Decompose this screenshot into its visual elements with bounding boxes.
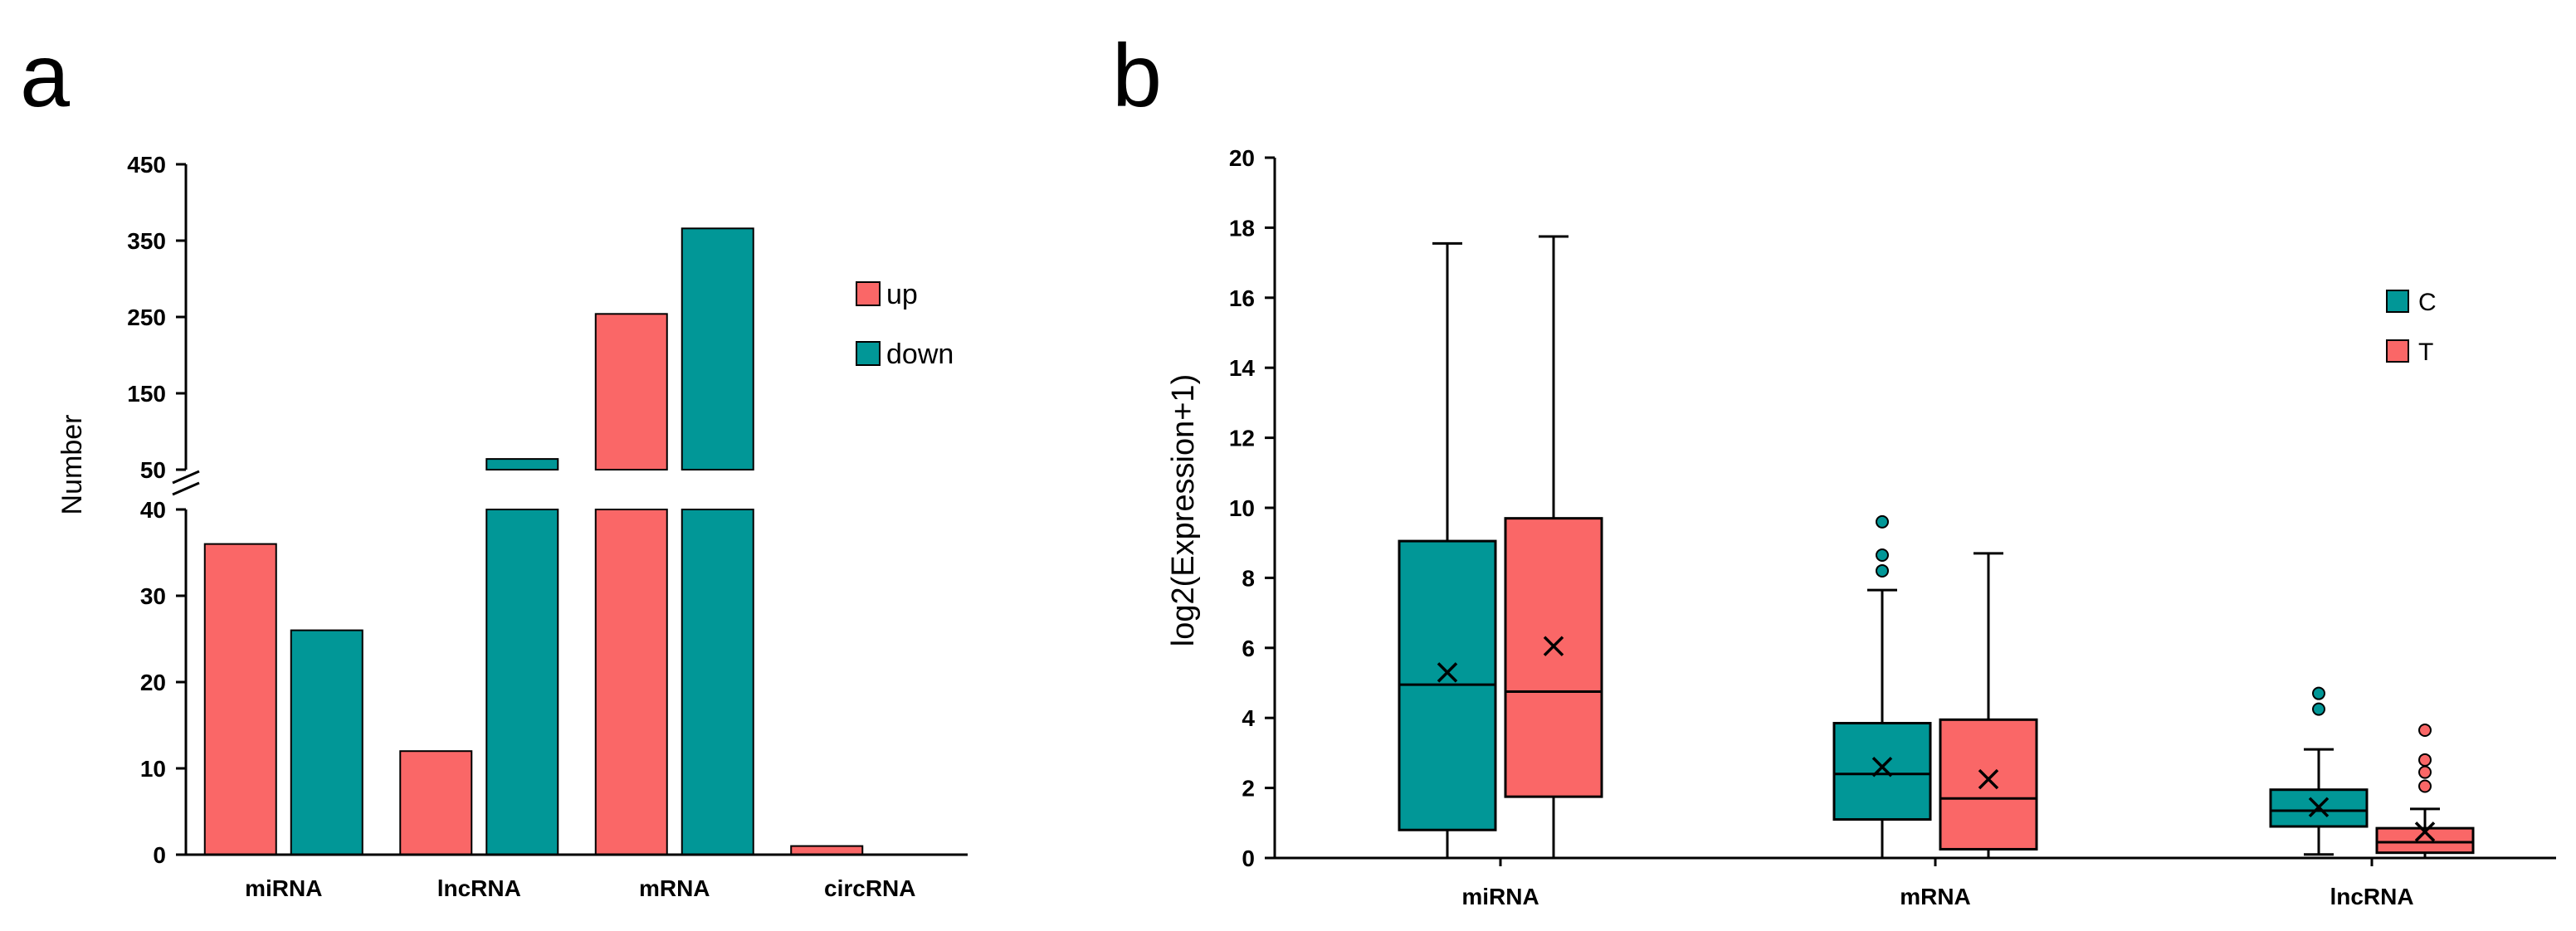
y-tick-label: 4	[1242, 705, 1255, 731]
panel-a-axes	[172, 163, 968, 856]
y-tick-label: 10	[1229, 495, 1255, 521]
y-tick-label: 450	[127, 152, 166, 178]
bar-down-mrna-upper	[681, 227, 754, 470]
bar-up-mirna	[203, 543, 277, 855]
box-mrna-C-mean-marker	[1871, 757, 1893, 777]
y-tick-label: 12	[1229, 426, 1255, 451]
bar-up-lncrna	[399, 750, 473, 856]
legend-label-up: up	[886, 279, 918, 310]
box-mirna-C-mean-marker	[1437, 662, 1458, 683]
bar-up-mrna-upper	[594, 313, 668, 470]
box-mrna-T	[1939, 552, 2038, 858]
x-category-label: mRNA	[639, 875, 710, 901]
box-mirna-T-mean-marker	[1543, 636, 1564, 656]
box-mrna-C-outlier	[1876, 548, 1889, 562]
box-mrna-C	[1832, 514, 1932, 858]
legend-swatch-T	[2386, 339, 2409, 363]
bar-down-lncrna	[485, 458, 559, 855]
box-lncrna-C	[2269, 686, 2369, 856]
x-category-label: miRNA	[1461, 884, 1539, 909]
x-category-label: circRNA	[824, 875, 915, 901]
box-mrna-T-iqr	[1939, 718, 2038, 851]
panel-b-y-axis-label: log2(Expression+1)	[1166, 374, 1201, 646]
y-tick-label: 20	[1229, 145, 1255, 171]
box-lncrna-C-outlier	[2312, 686, 2325, 700]
box-lncrna-T-outlier	[2418, 779, 2432, 793]
x-category-label: miRNA	[245, 875, 322, 901]
y-tick-label: 10	[140, 756, 166, 782]
y-tick-label: 150	[127, 381, 166, 407]
box-lncrna-T-outlier	[2418, 753, 2432, 767]
box-mrna-C-outlier	[1876, 563, 1889, 578]
box-lncrna-T-mean-marker	[2414, 821, 2436, 842]
bar-down-mrna-lower	[681, 509, 754, 855]
panel-b-boxes	[1398, 235, 2475, 858]
y-tick-label: 18	[1229, 215, 1255, 241]
y-tick-label: 0	[153, 842, 166, 868]
legend-swatch-down	[856, 341, 881, 366]
x-category-label: mRNA	[1900, 884, 1971, 909]
panel-a-y-axis-label: Number	[56, 415, 88, 515]
axis-break-mark	[172, 481, 200, 496]
box-mirna-T-iqr	[1504, 517, 1603, 798]
box-lncrna-C-outlier	[2312, 702, 2325, 716]
panel-b-chart: 0 2 4 6 8 10 12 14 16 18 20 miRNA mRNA lncRNA log2(E…	[1166, 145, 2556, 909]
bar-down-lncrna-upper	[485, 458, 559, 470]
bar-up-mrna	[594, 313, 668, 855]
box-mirna-C	[1398, 241, 1497, 858]
legend-swatch-up	[856, 281, 881, 306]
y-tick-label: 0	[1242, 846, 1255, 871]
box-mirna-T	[1504, 235, 1603, 858]
legend-label-T: T	[2418, 339, 2433, 366]
bar-down-mrna	[681, 227, 754, 855]
y-tick-label: 30	[140, 583, 166, 609]
legend-swatch-C	[2386, 290, 2409, 313]
y-tick-label: 16	[1229, 285, 1255, 311]
panel-b-letter: b	[1112, 25, 1162, 125]
y-tick-label: 6	[1242, 636, 1255, 661]
box-lncrna-C-iqr	[2269, 788, 2369, 828]
axis-break-band	[465, 471, 813, 508]
box-lncrna-T	[2375, 723, 2475, 858]
bar-down-mirna	[290, 629, 363, 855]
y-tick-label: 14	[1229, 355, 1256, 381]
bar-down-lncrna-lower	[485, 509, 559, 855]
box-lncrna-C-mean-marker	[2308, 797, 2330, 818]
box-lncrna-T-outlier	[2418, 723, 2432, 737]
panel-a-category-labels: miRNA lncRNA mRNA circRNA	[245, 875, 915, 901]
panel-b-category-labels: miRNA mRNA lncRNA	[1461, 884, 2413, 909]
panel-b-axes	[1265, 156, 2556, 866]
y-tick-label: 20	[140, 670, 166, 695]
y-tick-label: 40	[140, 497, 166, 523]
legend-label-C: C	[2418, 289, 2437, 316]
box-lncrna-T-outlier	[2418, 765, 2432, 779]
box-mrna-C-outlier	[1876, 514, 1889, 529]
x-category-label: lncRNA	[2330, 884, 2413, 909]
y-tick-label: 50	[140, 457, 166, 483]
panel-b-tick-labels: 0 2 4 6 8 10 12 14 16 18 20	[1229, 145, 1256, 871]
panel-a-letter: a	[20, 25, 71, 125]
box-mrna-C-iqr	[1832, 722, 1932, 821]
bar-up-circrna	[790, 845, 864, 855]
axis-break-mark	[172, 470, 200, 485]
y-tick-label: 250	[127, 305, 166, 330]
y-tick-label: 8	[1242, 565, 1255, 591]
panel-b-legend: CT	[2386, 289, 2437, 366]
panel-a-bars	[203, 227, 864, 856]
panel-a-chart: 0 10 20 30 40 50 150 250 350 450 miRNA lncRNA mRNA c…	[56, 152, 968, 901]
y-tick-label: 2	[1242, 776, 1255, 802]
legend-label-down: down	[886, 339, 954, 370]
panel-a-tick-labels: 0 10 20 30 40 50 150 250 350 450	[127, 152, 166, 868]
x-category-label: lncRNA	[437, 875, 521, 901]
bar-up-mrna-lower	[594, 509, 668, 855]
box-mrna-T-mean-marker	[1978, 768, 1999, 790]
y-tick-label: 350	[127, 228, 166, 254]
panel-a-legend: up down	[856, 279, 954, 370]
